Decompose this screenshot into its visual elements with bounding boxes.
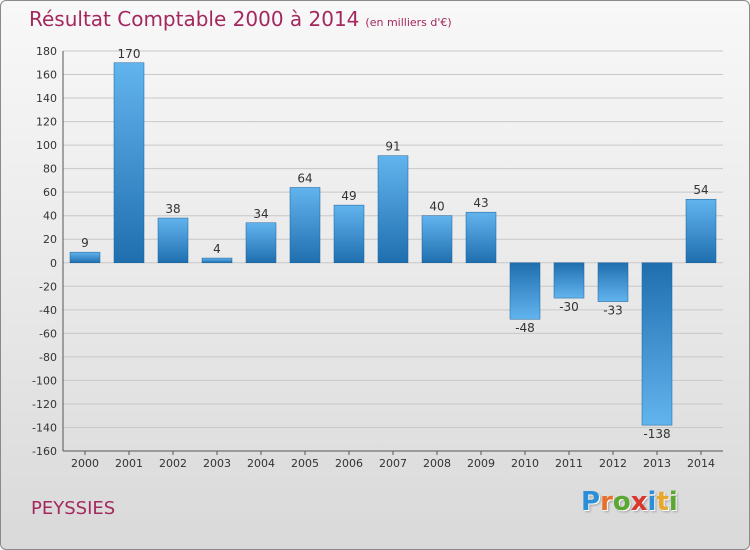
chart-title-text: Résultat Comptable 2000 à 2014 <box>29 7 360 31</box>
logo-letter: x <box>630 487 648 517</box>
bar-2012 <box>597 262 629 302</box>
bar-2008 <box>421 215 453 264</box>
y-tick-label: 100 <box>36 139 57 152</box>
y-tick-label: -100 <box>32 374 57 387</box>
chart-title: Résultat Comptable 2000 à 2014 (en millie… <box>29 7 452 31</box>
x-tick-label: 2014 <box>687 457 715 470</box>
y-tick-label: -120 <box>32 398 57 411</box>
bar-2010 <box>509 262 541 320</box>
x-tick-label: 2008 <box>423 457 451 470</box>
logo-letter: i <box>647 487 657 517</box>
x-tick-label: 2002 <box>159 457 187 470</box>
data-label: 4 <box>213 242 221 256</box>
y-tick-label: 80 <box>43 163 57 176</box>
x-tick-label: 2006 <box>335 457 363 470</box>
x-tick-label: 2013 <box>643 457 671 470</box>
x-tick-label: 2012 <box>599 457 627 470</box>
data-label: 54 <box>693 183 708 197</box>
y-tick-label: -140 <box>32 421 57 434</box>
bar-2002 <box>157 217 189 264</box>
logo-letter: o <box>612 487 631 517</box>
y-tick-label: 180 <box>36 45 57 58</box>
proxiti-logo[interactable]: Proxiti <box>581 487 678 517</box>
y-tick-label: -80 <box>39 351 57 364</box>
y-tick-label: 0 <box>50 257 57 270</box>
y-tick-label: -60 <box>39 327 57 340</box>
data-label: 40 <box>429 200 444 214</box>
y-tick-label: -20 <box>39 280 57 293</box>
x-tick-label: 2009 <box>467 457 495 470</box>
data-label: -33 <box>603 304 623 318</box>
logo-letter: P <box>581 487 601 517</box>
data-label: 64 <box>297 171 312 185</box>
logo-letter: i <box>668 487 678 517</box>
x-tick-label: 2010 <box>511 457 539 470</box>
y-tick-label: 60 <box>43 186 57 199</box>
bar-2014 <box>685 198 717 264</box>
x-tick-label: 2007 <box>379 457 407 470</box>
data-label: -138 <box>643 427 670 441</box>
logo-letter: r <box>600 487 613 517</box>
data-label: 34 <box>253 207 268 221</box>
y-tick-label: -40 <box>39 304 57 317</box>
bar-2000 <box>69 251 101 264</box>
x-tick-label: 2004 <box>247 457 275 470</box>
bar-2003 <box>201 257 233 264</box>
y-tick-label: 140 <box>36 92 57 105</box>
data-label: -48 <box>515 321 535 335</box>
y-tick-label: 40 <box>43 210 57 223</box>
bar-2001 <box>113 62 145 264</box>
x-tick-label: 2003 <box>203 457 231 470</box>
region-name: PEYSSIES <box>31 498 116 519</box>
bar-2004 <box>245 222 277 264</box>
y-tick-label: -160 <box>32 445 57 458</box>
data-label: 9 <box>81 236 89 250</box>
x-tick-label: 2005 <box>291 457 319 470</box>
x-tick-label: 2011 <box>555 457 583 470</box>
y-tick-label: 120 <box>36 116 57 129</box>
data-label: 170 <box>118 47 141 61</box>
y-tick-label: 160 <box>36 69 57 82</box>
bar-2006 <box>333 204 365 264</box>
data-label: 91 <box>385 140 400 154</box>
x-tick-label: 2001 <box>115 457 143 470</box>
logo-letter: t <box>656 487 669 517</box>
data-label: 38 <box>165 202 180 216</box>
chart-subtitle: (en milliers d'€) <box>365 16 452 29</box>
bar-2005 <box>289 187 321 264</box>
data-label: -30 <box>559 300 579 314</box>
data-label: 49 <box>341 189 356 203</box>
data-label: 43 <box>473 196 488 210</box>
bar-2007 <box>377 155 409 264</box>
x-tick-label: 2000 <box>71 457 99 470</box>
bar-2011 <box>553 262 585 299</box>
bar-2009 <box>465 211 497 264</box>
y-tick-label: 20 <box>43 233 57 246</box>
bar-2013 <box>641 262 673 426</box>
